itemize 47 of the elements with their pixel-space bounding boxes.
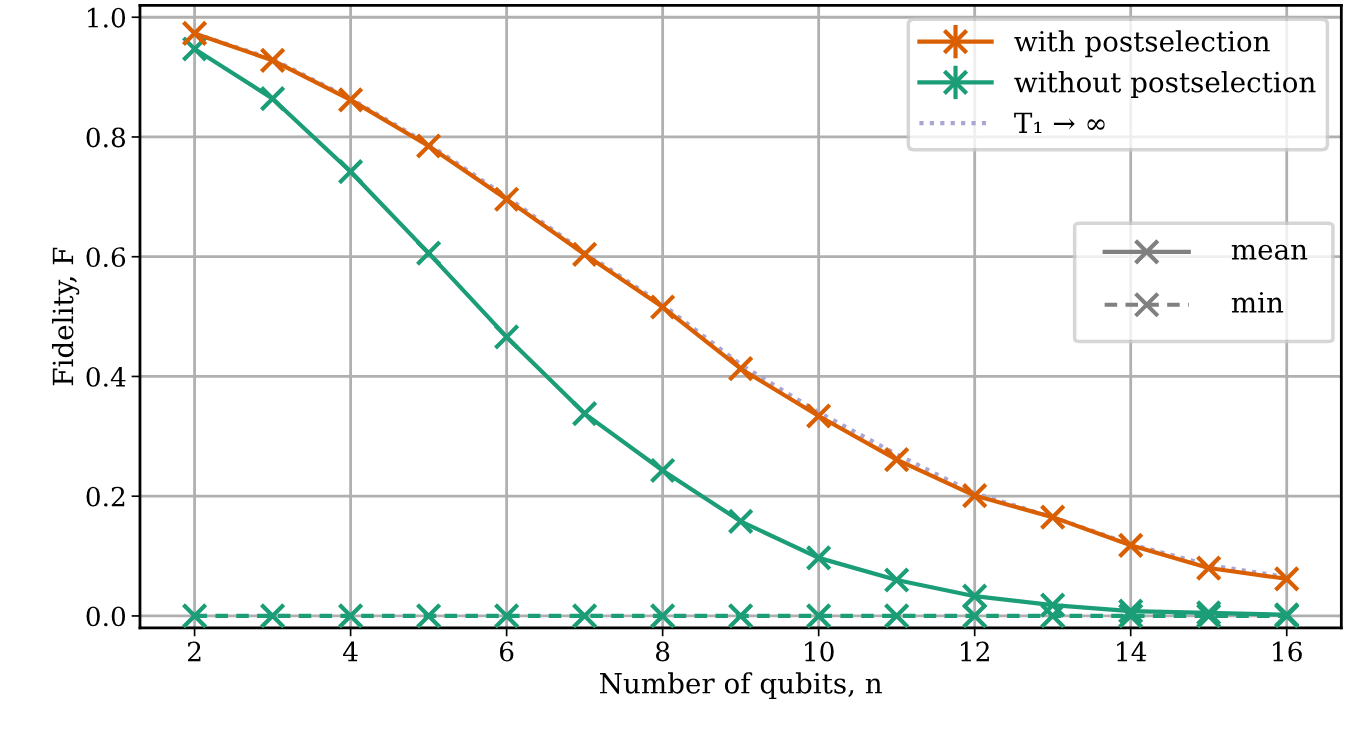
point — [259, 85, 286, 112]
x-tick-label: 6 — [499, 641, 514, 662]
point — [259, 602, 286, 628]
x-tick-label: 14 — [1117, 641, 1147, 662]
x-tick-label: 16 — [1273, 641, 1302, 662]
point — [493, 602, 520, 628]
annotation: mean — [1231, 244, 1308, 260]
x-tick-label: 10 — [805, 641, 834, 662]
point — [727, 602, 754, 628]
point — [805, 402, 832, 430]
y-tick-label: 0.6 — [86, 247, 126, 268]
point — [883, 566, 910, 594]
point — [649, 602, 676, 628]
x-tick-label: 8 — [656, 641, 670, 662]
y-tick-label: 0.8 — [86, 127, 126, 148]
y-tick-label: 1.0 — [88, 7, 126, 28]
y-tick-label: 0.2 — [86, 486, 125, 507]
point — [649, 457, 676, 484]
point — [883, 602, 910, 628]
point — [337, 158, 364, 185]
point — [1039, 591, 1066, 619]
x-axis-title: Number of qubits, n — [600, 672, 882, 700]
point — [181, 602, 208, 628]
y-tick-label: 0.4 — [86, 366, 126, 387]
x-tick-label: 2 — [187, 641, 201, 662]
point — [805, 602, 832, 628]
legend-label: T₁ → ∞ — [1014, 112, 1105, 134]
point — [571, 400, 598, 427]
legend-label: with postselection — [1014, 30, 1270, 58]
point — [415, 239, 442, 267]
point — [493, 323, 520, 351]
point — [337, 602, 364, 628]
x-tick-label: 12 — [961, 641, 989, 662]
point — [727, 508, 754, 535]
y-tick-label: 0.0 — [86, 606, 126, 627]
x-tick-label: 4 — [343, 641, 358, 662]
point — [883, 446, 910, 473]
annotation: min — [1231, 291, 1284, 313]
legend-label: without postselection — [1014, 71, 1316, 98]
point — [1195, 554, 1222, 582]
point — [805, 544, 832, 572]
point — [415, 602, 442, 628]
point — [1117, 597, 1144, 625]
point — [571, 602, 598, 628]
y-axis-title: Fidelity, F — [51, 247, 80, 386]
point — [727, 355, 754, 382]
point — [961, 582, 988, 610]
